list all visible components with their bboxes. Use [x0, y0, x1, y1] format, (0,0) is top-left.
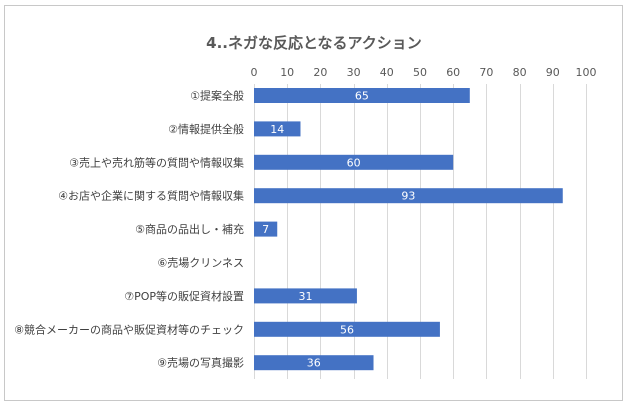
- bar-3: [254, 154, 454, 170]
- bars: [254, 88, 563, 371]
- data-label: 93: [401, 190, 415, 203]
- category-label: ④お店や企業に関する質問や情報収集: [58, 189, 244, 203]
- category-labels: ①提案全般 ②情報提供全般 ③売上や売れ筋等の質問や情報収集 ④お店や企業に関する質問…: [14, 89, 244, 370]
- chart-title: 4..ネガな反応となるアクション: [206, 34, 422, 52]
- data-label: 56: [340, 323, 354, 336]
- data-label: 65: [355, 90, 369, 103]
- x-tick-label: 80: [513, 66, 527, 79]
- bar-9: [254, 355, 374, 371]
- bar-1: [254, 88, 470, 103]
- category-label: ③売上や売れ筋等の質問や情報収集: [69, 155, 244, 169]
- bar-8: [254, 321, 440, 337]
- category-label: ⑨売場の写真撮影: [157, 356, 244, 370]
- category-label: ⑤商品の品出し・補充: [135, 222, 244, 236]
- x-tick-label: 30: [347, 66, 361, 79]
- data-label: 14: [270, 123, 284, 136]
- bar-2: [254, 121, 301, 137]
- data-labels: 65 14 60 93 7 31 56 36: [262, 90, 415, 370]
- bar-5: [254, 221, 278, 237]
- x-tick-label: 20: [313, 66, 327, 79]
- category-label: ⑦POP等の販促資材設置: [124, 289, 244, 303]
- x-tick-label: 0: [251, 66, 258, 79]
- data-label: 60: [347, 156, 361, 169]
- bar-7: [254, 288, 357, 304]
- x-tick-label: 90: [546, 66, 560, 79]
- data-label: 7: [262, 223, 269, 236]
- x-tick-label: 70: [479, 66, 493, 79]
- category-label: ⑥売場クリンネス: [157, 257, 244, 270]
- category-label: ⑧競合メーカーの商品や販促資材等のチェック: [14, 322, 244, 336]
- x-axis-ticks: 0 10 20 30 40 50 60 70 80 90 100: [251, 66, 597, 79]
- x-tick-label: 10: [280, 66, 294, 79]
- x-tick-label: 50: [413, 66, 427, 79]
- x-tick-label: 60: [446, 66, 460, 79]
- category-label: ②情報提供全般: [168, 122, 244, 136]
- data-label: 31: [298, 290, 312, 303]
- category-label: ①提案全般: [190, 89, 244, 103]
- data-label: 36: [307, 357, 321, 370]
- x-tick-label: 100: [576, 66, 597, 79]
- x-tick-label: 40: [380, 66, 394, 79]
- bar-4: [254, 188, 563, 204]
